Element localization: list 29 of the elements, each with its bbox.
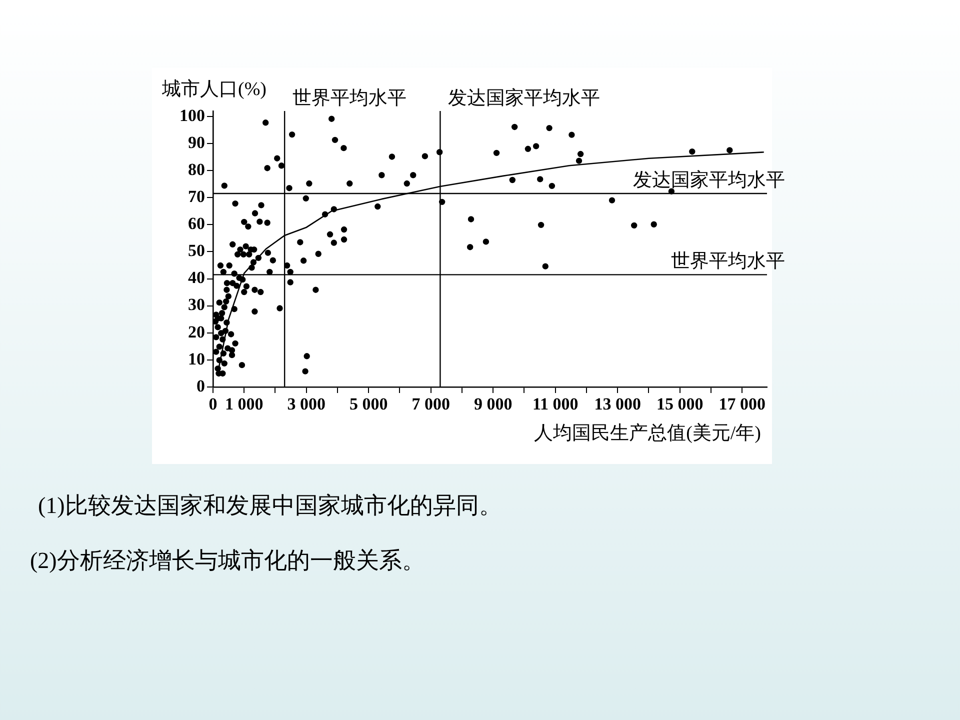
y-tick-label: 20	[188, 322, 205, 342]
y-tick-label: 60	[188, 214, 205, 234]
y-tick-label: 90	[188, 132, 205, 152]
x-tick-label: 5 000	[349, 394, 388, 414]
text: (1)比较发达国家和发展中国家城市化的异同。	[38, 492, 502, 520]
x-tick-label: 7 000	[412, 394, 450, 414]
ref-line-label: 世界平均水平	[292, 88, 407, 110]
x-tick-label: 11 000	[532, 394, 578, 414]
ref-line-label: 世界平均水平	[671, 250, 785, 273]
y-tick-label: 0	[196, 376, 205, 396]
y-tick-label: 70	[188, 186, 205, 206]
y-tick-label: 30	[188, 295, 205, 314]
x-tick-label: 0	[208, 394, 218, 414]
x-tick-label: 3 000	[287, 394, 326, 414]
x-axis-title: 人均国民生产总值(美元/年)	[534, 423, 761, 445]
y-tick-label: 40	[188, 268, 205, 288]
x-tick-label: 17 000	[718, 394, 766, 414]
y-axis-title: 城市人口(%)	[162, 79, 266, 101]
y-tick-label: 50	[188, 241, 205, 260]
text: (2)分析经济增长与城市化的一般关系。	[30, 547, 425, 575]
x-tick-label: 9 000	[474, 394, 512, 414]
x-tick-label: 1 000	[225, 394, 264, 414]
x-tick-label: 15 000	[656, 394, 704, 414]
y-tick-label: 10	[188, 349, 205, 368]
ref-line-label: 发达国家平均水平	[448, 88, 600, 110]
y-tick-label: 100	[180, 106, 205, 125]
y-tick-label: 80	[188, 160, 205, 179]
x-tick-label: 13 000	[594, 394, 641, 414]
ref-line-label: 发达国家平均水平	[633, 170, 785, 192]
